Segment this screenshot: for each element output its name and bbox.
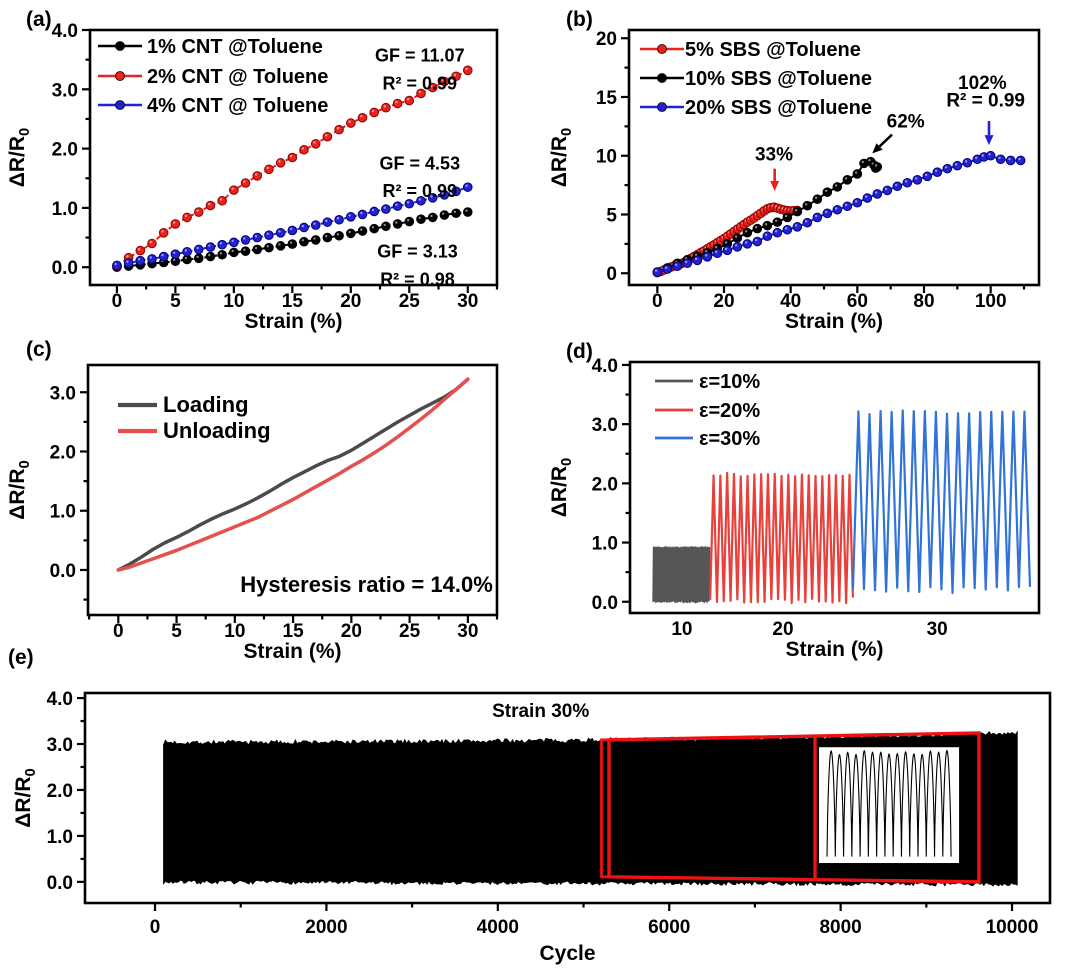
- svg-text:1.0: 1.0: [50, 502, 76, 523]
- svg-text:20: 20: [340, 291, 361, 312]
- svg-text:0.0: 0.0: [50, 561, 76, 582]
- svg-text:0.0: 0.0: [592, 593, 618, 614]
- svg-text:ε=10%: ε=10%: [699, 371, 760, 393]
- svg-text:2.0: 2.0: [52, 140, 78, 161]
- svg-text:15: 15: [282, 291, 304, 312]
- svg-text:GF = 3.13: GF = 3.13: [377, 242, 458, 262]
- svg-text:40: 40: [780, 291, 801, 312]
- svg-text:30: 30: [457, 621, 478, 642]
- svg-text:15: 15: [596, 88, 618, 109]
- panel-c-chart: 0 5 10 15 20 25 30 0.0 1.0 2.0 3.0 Strain (%) ΔR/R0 L…: [6, 363, 499, 663]
- svg-text:30: 30: [457, 291, 478, 312]
- svg-text:R² = 0.99: R² = 0.99: [383, 181, 458, 201]
- panel-a-chart: 0 5 10 15 20 25 30 0.0 1.0 2.0 3.0 4.0 Strain (%) ΔR/…: [6, 21, 499, 333]
- svg-text:1.0: 1.0: [52, 199, 78, 220]
- panel-d-chart: 10 20 30 0.0 1.0 2.0 3.0 4.0 Strain (%) ΔR/R0 ε=10…: [548, 356, 1041, 661]
- svg-text:Unloading: Unloading: [163, 418, 271, 443]
- svg-text:80: 80: [913, 291, 934, 312]
- panel-b-chart: 0 20 40 60 80 100 0 5 10 15 20 Strain (%) ΔR/R0 5% S…: [548, 28, 1041, 333]
- svg-text:R² = 0.99: R² = 0.99: [946, 90, 1025, 111]
- svg-text:10: 10: [223, 291, 244, 312]
- svg-text:2% CNT @ Toluene: 2% CNT @ Toluene: [147, 66, 328, 88]
- svg-text:10: 10: [671, 619, 692, 640]
- svg-text:10: 10: [224, 621, 245, 642]
- svg-text:2.0: 2.0: [47, 781, 73, 802]
- svg-text:10000: 10000: [986, 917, 1039, 938]
- svg-text:10% SBS @Toluene: 10% SBS @Toluene: [685, 68, 872, 90]
- svg-text:62%: 62%: [887, 112, 925, 133]
- svg-text:ΔR/R0: ΔR/R0: [548, 458, 575, 517]
- svg-text:3.0: 3.0: [50, 383, 76, 404]
- svg-text:3.0: 3.0: [47, 735, 73, 756]
- svg-text:2.0: 2.0: [592, 474, 618, 495]
- svg-text:4.0: 4.0: [47, 689, 73, 710]
- svg-text:20: 20: [713, 291, 734, 312]
- panel-a-label: (a): [26, 8, 52, 31]
- svg-text:3.0: 3.0: [52, 80, 78, 101]
- svg-text:ε=20%: ε=20%: [699, 400, 760, 422]
- svg-text:0: 0: [652, 291, 663, 312]
- svg-text:20: 20: [772, 619, 793, 640]
- svg-text:100: 100: [975, 291, 1007, 312]
- svg-text:ΔR/R0: ΔR/R0: [548, 128, 575, 187]
- panel-e-label: (e): [8, 646, 34, 669]
- svg-text:20% SBS @Toluene: 20% SBS @Toluene: [685, 97, 872, 119]
- svg-text:20: 20: [596, 29, 617, 50]
- svg-text:0: 0: [113, 621, 124, 642]
- svg-text:ΔR/R0: ΔR/R0: [6, 460, 33, 519]
- svg-text:30: 30: [927, 619, 948, 640]
- panel-d-label: (d): [566, 340, 593, 363]
- svg-text:4.0: 4.0: [52, 21, 78, 42]
- svg-text:Strain 30%: Strain 30%: [492, 701, 589, 722]
- svg-text:2.0: 2.0: [50, 442, 76, 463]
- svg-text:60: 60: [847, 291, 868, 312]
- svg-text:25: 25: [399, 291, 421, 312]
- svg-text:33%: 33%: [755, 144, 793, 165]
- svg-text:ε=30%: ε=30%: [699, 428, 760, 450]
- svg-text:0: 0: [150, 917, 161, 938]
- panel-c-label: (c): [26, 338, 52, 361]
- svg-text:10: 10: [596, 147, 617, 168]
- svg-text:3.0: 3.0: [592, 415, 618, 436]
- svg-text:R² = 0.98: R² = 0.98: [380, 270, 455, 290]
- svg-text:1% CNT @Toluene: 1% CNT @Toluene: [147, 36, 323, 58]
- svg-text:Strain (%): Strain (%): [785, 310, 883, 333]
- svg-text:5: 5: [171, 621, 182, 642]
- svg-text:6000: 6000: [648, 917, 690, 938]
- svg-text:Strain (%): Strain (%): [243, 640, 341, 663]
- svg-text:GF = 11.07: GF = 11.07: [375, 45, 465, 65]
- svg-text:R² = 0.99: R² = 0.99: [383, 73, 458, 93]
- svg-text:4000: 4000: [477, 917, 519, 938]
- svg-text:0.0: 0.0: [47, 873, 73, 894]
- svg-text:2000: 2000: [305, 917, 347, 938]
- svg-text:4% CNT @ Toluene: 4% CNT @ Toluene: [147, 95, 328, 117]
- svg-text:15: 15: [283, 621, 305, 642]
- svg-text:ΔR/R0: ΔR/R0: [12, 768, 39, 827]
- svg-text:1.0: 1.0: [592, 534, 618, 555]
- panel-e-chart: 0 2000 4000 6000 8000 10000 0.0 1.0 2.0 3.0 4.0 Cyc…: [12, 689, 1052, 965]
- svg-text:Strain (%): Strain (%): [244, 310, 342, 333]
- svg-text:Cycle: Cycle: [539, 942, 595, 965]
- svg-text:0: 0: [112, 291, 123, 312]
- svg-text:20: 20: [341, 621, 362, 642]
- svg-text:GF = 4.53: GF = 4.53: [380, 153, 461, 173]
- svg-text:0.0: 0.0: [52, 258, 78, 279]
- svg-text:25: 25: [399, 621, 421, 642]
- svg-text:1.0: 1.0: [47, 827, 73, 848]
- svg-text:5% SBS @Toluene: 5% SBS @Toluene: [685, 39, 861, 61]
- svg-text:4.0: 4.0: [592, 356, 618, 377]
- svg-text:5: 5: [606, 205, 617, 226]
- panel-b-label: (b): [566, 8, 593, 31]
- svg-text:ΔR/R0: ΔR/R0: [6, 128, 33, 187]
- svg-text:102%: 102%: [958, 73, 1007, 94]
- svg-text:0: 0: [606, 264, 617, 285]
- svg-text:Hysteresis ratio = 14.0%: Hysteresis ratio = 14.0%: [240, 572, 493, 597]
- svg-text:5: 5: [170, 291, 181, 312]
- svg-text:Loading: Loading: [163, 392, 249, 417]
- svg-text:Strain (%): Strain (%): [785, 638, 883, 661]
- svg-text:8000: 8000: [819, 917, 861, 938]
